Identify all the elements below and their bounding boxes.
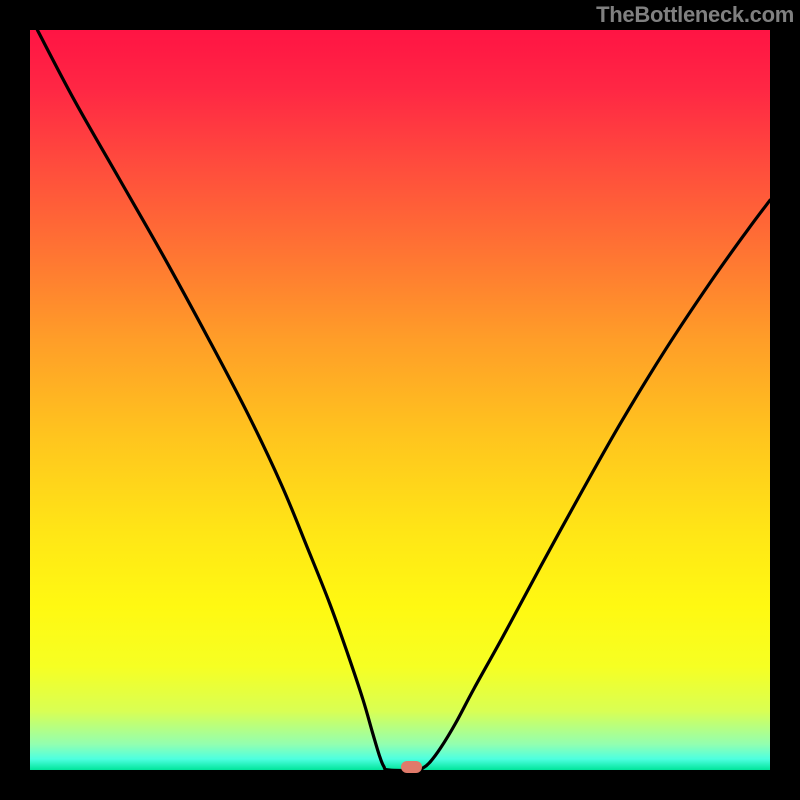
plot-area	[30, 30, 770, 770]
watermark-text: TheBottleneck.com	[596, 2, 794, 28]
bottleneck-curve	[37, 30, 770, 770]
curve-layer	[30, 30, 770, 770]
minimum-marker	[401, 761, 422, 773]
chart-frame: TheBottleneck.com	[0, 0, 800, 800]
